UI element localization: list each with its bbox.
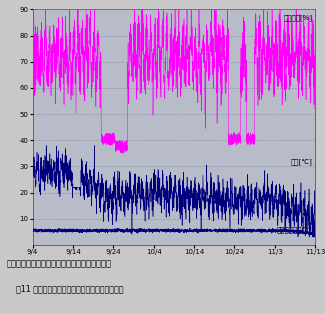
Text: バッテリ電圧[V]: バッテリ電圧[V] bbox=[277, 226, 312, 233]
Text: 気温[℃]: 気温[℃] bbox=[291, 158, 312, 165]
Text: （11 月初旬まで満充電状態が維持されている）: （11 月初旬まで満充電状態が維持されている） bbox=[16, 284, 124, 293]
Text: 図３　内蔵バッテリの電圧変動と計測データ例: 図３ 内蔵バッテリの電圧変動と計測データ例 bbox=[6, 259, 111, 268]
Text: 相対湿度[%]: 相対湿度[%] bbox=[283, 14, 312, 21]
